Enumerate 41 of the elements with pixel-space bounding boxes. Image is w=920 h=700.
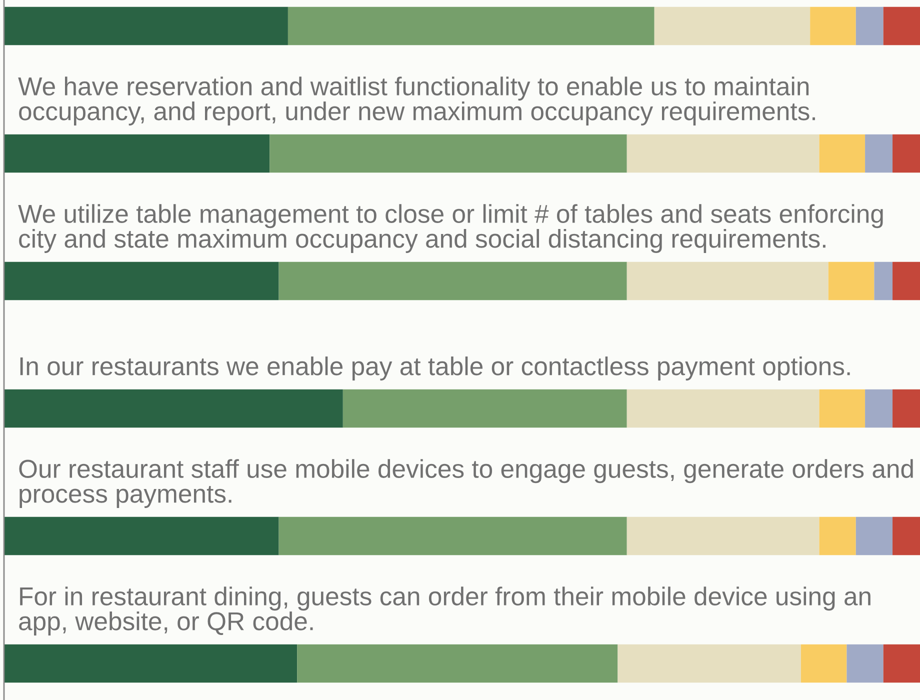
bar — [819, 389, 866, 428]
bar — [874, 262, 893, 300]
bar — [865, 389, 893, 428]
bar — [297, 644, 618, 683]
bar — [626, 389, 820, 428]
y-tick-label: We have reservation and waitlist functionality to enable us to maintain occupancy, and report, under new maximum occupancy requirements. — [18, 76, 815, 126]
bar — [626, 516, 820, 556]
bar — [892, 134, 920, 173]
bar — [828, 262, 874, 300]
bar — [865, 134, 893, 173]
y-tick-label: Our restaurant staff use mobile devices to engage guests, generate orders and process payments. — [19, 459, 913, 508]
y-tick-label: For in restaurant dining, guests can order from their mobile device using an app, website, or QR code. — [19, 586, 870, 636]
bar — [810, 6, 856, 46]
bar — [4, 389, 343, 428]
bar — [342, 389, 627, 428]
bar — [278, 262, 627, 300]
bar — [892, 262, 920, 300]
bar — [892, 516, 920, 556]
bar — [288, 6, 654, 46]
bar — [278, 516, 627, 556]
bar — [800, 644, 847, 683]
bar — [270, 134, 627, 173]
bar — [626, 262, 828, 300]
bar — [819, 134, 866, 173]
bar — [618, 644, 801, 683]
bar — [4, 644, 298, 683]
bar — [626, 134, 820, 173]
bar — [883, 6, 920, 46]
bar — [892, 389, 920, 428]
y-tick-label: We utilize table management to close or limit # of tables and seats enforcing city and state maximum occupancy and social distancing requirements. — [18, 204, 883, 253]
bar — [819, 516, 856, 556]
bar — [4, 516, 279, 556]
y-tick-label: In our restaurants we enable pay at table or contactless payment options. — [20, 356, 850, 380]
bar — [856, 516, 893, 556]
bar — [846, 644, 884, 683]
bar — [4, 6, 288, 46]
bar — [883, 644, 920, 683]
bar — [4, 134, 270, 173]
bar — [856, 6, 884, 46]
bar — [654, 6, 810, 46]
bar — [4, 262, 279, 300]
